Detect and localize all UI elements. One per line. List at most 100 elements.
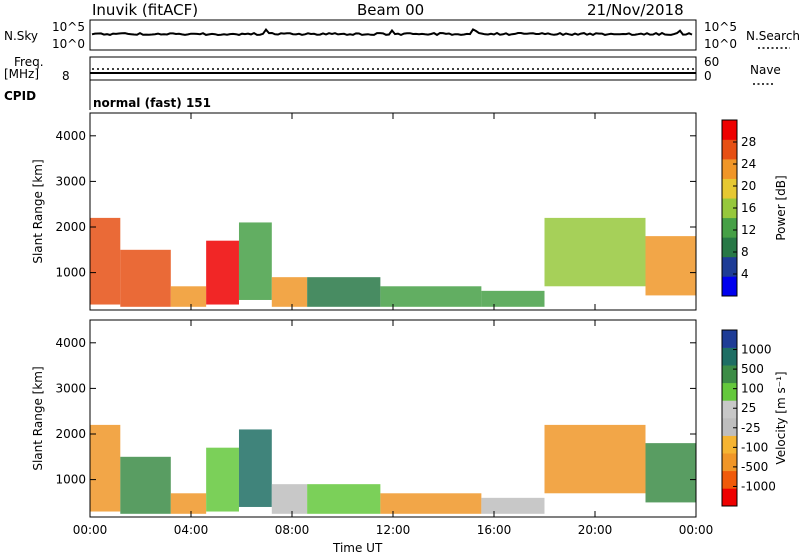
data-region: [645, 236, 696, 296]
cpid-label: CPID: [4, 89, 36, 103]
freq-frame: [89, 56, 697, 81]
nsky-label: N.Sky: [4, 29, 38, 43]
colorbar-segment: [722, 276, 737, 297]
colorbar-segment: [722, 256, 737, 277]
data-region: [380, 493, 482, 514]
data-region: [481, 290, 545, 307]
colorbar-tick-label: 8: [741, 245, 749, 259]
data-region: [206, 447, 239, 512]
data-region: [307, 484, 381, 514]
data-region: [307, 277, 381, 307]
y-axis-label: Slant Range [km]: [31, 366, 45, 470]
colorbar-tick-label: -1000: [741, 479, 776, 493]
data-region: [170, 493, 207, 514]
colorbar-tick-label: 1000: [741, 343, 772, 357]
x-axis-label: Time UT: [332, 541, 383, 554]
y-tick-label: 1000: [55, 473, 86, 487]
colorbar-tick-label: -25: [741, 421, 761, 435]
colorbar-tick-label: 24: [741, 157, 756, 171]
nsearch-label: N.Search: [746, 29, 800, 43]
freq-label-bottom: [MHz]: [4, 67, 39, 81]
freq-label-top: Freq.: [14, 55, 44, 69]
colorbar-segment: [722, 217, 737, 238]
colorbar-segment: [722, 178, 737, 199]
y-tick-label: 3000: [55, 381, 86, 395]
x-tick-label: 12:00: [376, 523, 411, 537]
colorbar-segment: [722, 382, 737, 401]
date-title: 21/Nov/2018: [587, 1, 684, 19]
y-tick-label: 2000: [55, 220, 86, 234]
cpid-row: CPID normal (fast) 151: [4, 80, 211, 110]
colorbar-label: Power [dB]: [774, 175, 788, 240]
freq-tick: 8: [62, 69, 70, 83]
data-region: [206, 240, 239, 305]
colorbar-segment: [722, 453, 737, 472]
nsky-tick-top: 10^5: [52, 20, 85, 34]
colorbar-segment: [722, 347, 737, 366]
data-region: [544, 424, 646, 494]
data-region: [481, 497, 545, 514]
colorbar-segment: [722, 237, 737, 258]
data-region: [170, 286, 207, 307]
colorbar-tick-label: -500: [741, 460, 768, 474]
colorbar-tick-label: 500: [741, 362, 764, 376]
y-tick-label: 3000: [55, 174, 86, 188]
colorbar-tick-label: 20: [741, 179, 756, 193]
nave-label: Nave: [750, 63, 781, 77]
data-region: [645, 443, 696, 503]
colorbar-segment: [722, 400, 737, 419]
colorbar-tick-label: 100: [741, 382, 764, 396]
colorbar-tick-label: 4: [741, 267, 749, 281]
colorbar-segment: [722, 365, 737, 384]
colorbar-segment: [722, 418, 737, 436]
data-region: [90, 424, 121, 512]
cpid-text: normal (fast) 151: [93, 96, 211, 110]
x-tick-label: 16:00: [477, 523, 512, 537]
velocity-panel: 4000 3000 2000 1000 00:00 04:00 08:00 12:00 16:0…: [31, 319, 788, 537]
colorbar-segment: [722, 330, 737, 348]
colorbar-segment: [722, 488, 737, 507]
data-region: [544, 217, 646, 287]
y-axis-label: Slant Range [km]: [31, 159, 45, 263]
nsky-frame: [89, 19, 697, 51]
nave-tick-top: 60: [704, 55, 719, 69]
data-region: [238, 222, 272, 300]
nsearch-tick-top: 10^5: [704, 20, 737, 34]
colorbar-segment: [722, 120, 737, 140]
station-title: Inuvik (fitACF): [92, 1, 198, 19]
data-region: [271, 484, 308, 514]
y-tick-label: 4000: [55, 129, 86, 143]
colorbar-frame: [721, 329, 738, 507]
data-region: [120, 456, 171, 514]
colorbar-segment: [722, 435, 737, 454]
power-panel: 4000 3000 2000 1000 Slant Range [km] 28 24 20 16…: [31, 112, 788, 311]
nsky-panel: N.Sky 10^5 10^0 10^5 10^0 N.Search: [4, 19, 800, 51]
colorbar-label: Velocity [m s⁻¹]: [774, 371, 788, 464]
beam-title: Beam 00: [357, 1, 424, 19]
x-tick-label: 00:00: [73, 523, 108, 537]
data-region: [90, 217, 121, 305]
nsky-line: [91, 27, 693, 37]
nave-tick-bottom: 0: [704, 69, 712, 83]
nsky-tick-bottom: 10^0: [52, 37, 85, 51]
colorbar-tick-label: -100: [741, 440, 768, 454]
colorbar-segment: [722, 139, 737, 160]
x-tick-label: 04:00: [174, 523, 209, 537]
nsearch-tick-bottom: 10^0: [704, 37, 737, 51]
colorbar-segment: [722, 198, 737, 219]
y-tick-label: 1000: [55, 266, 86, 280]
freq-panel: Freq. [MHz] 8 60 0 Nave: [4, 55, 781, 85]
y-tick-label: 4000: [55, 336, 86, 350]
data-region: [271, 277, 308, 307]
data-region: [380, 286, 482, 307]
x-tick-label: 20:00: [578, 523, 613, 537]
data-region: [238, 429, 272, 507]
x-tick-label: 00:00: [679, 523, 714, 537]
colorbar-tick-label: 12: [741, 223, 756, 237]
y-tick-label: 2000: [55, 427, 86, 441]
colorbar-tick-label: 28: [741, 135, 756, 149]
data-region: [120, 249, 171, 307]
colorbar-tick-label: 16: [741, 201, 756, 215]
colorbar-segment: [722, 470, 737, 489]
